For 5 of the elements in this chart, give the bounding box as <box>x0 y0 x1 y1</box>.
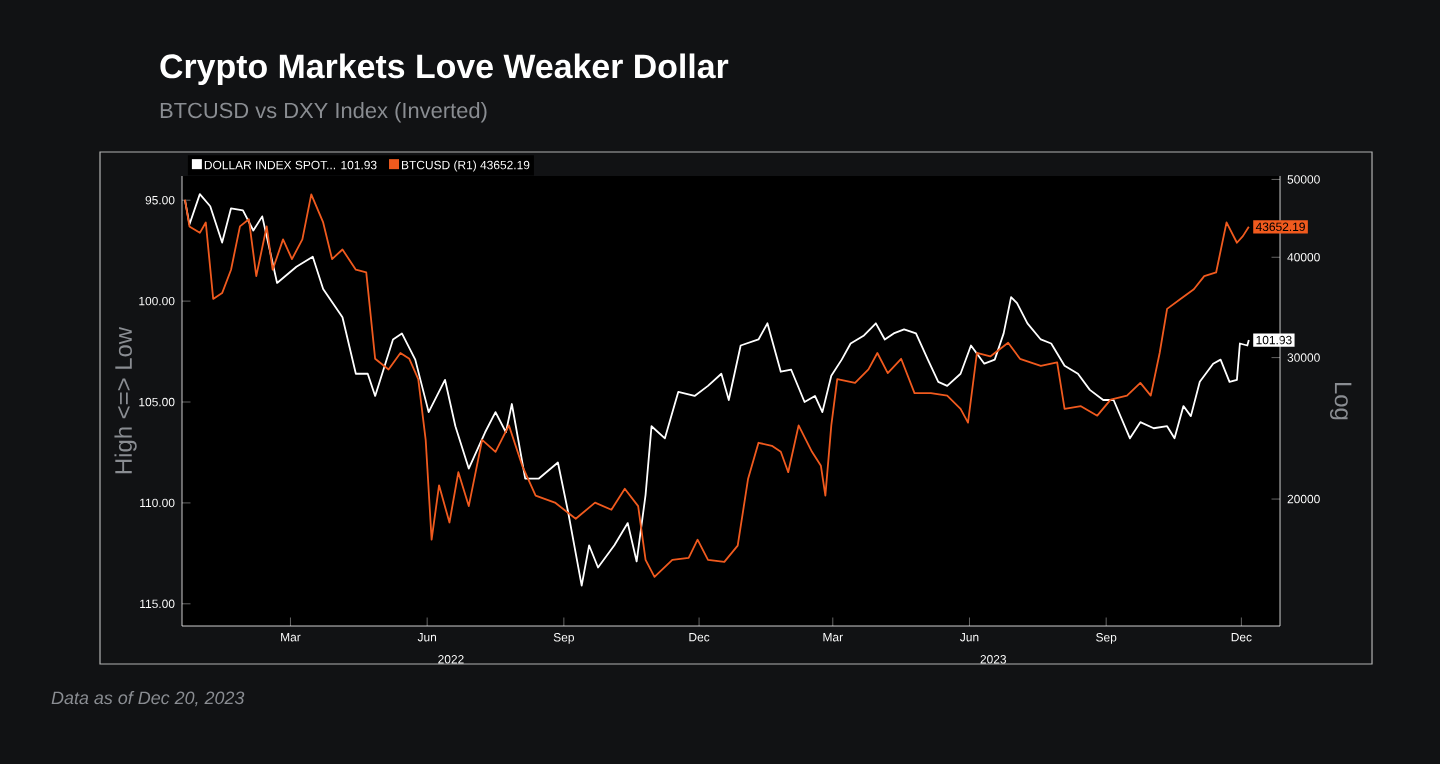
y-axis-title: High <=> Low <box>114 326 137 474</box>
chart-title: Crypto Markets Love Weaker Dollar <box>160 53 729 86</box>
y2-axis-title: Log <box>1329 382 1352 420</box>
text: Data as of Dec 20, 2023 <box>51 691 245 707</box>
chart-subtitle: BTCUSD vs DXY Index (Inverted) <box>160 102 487 123</box>
